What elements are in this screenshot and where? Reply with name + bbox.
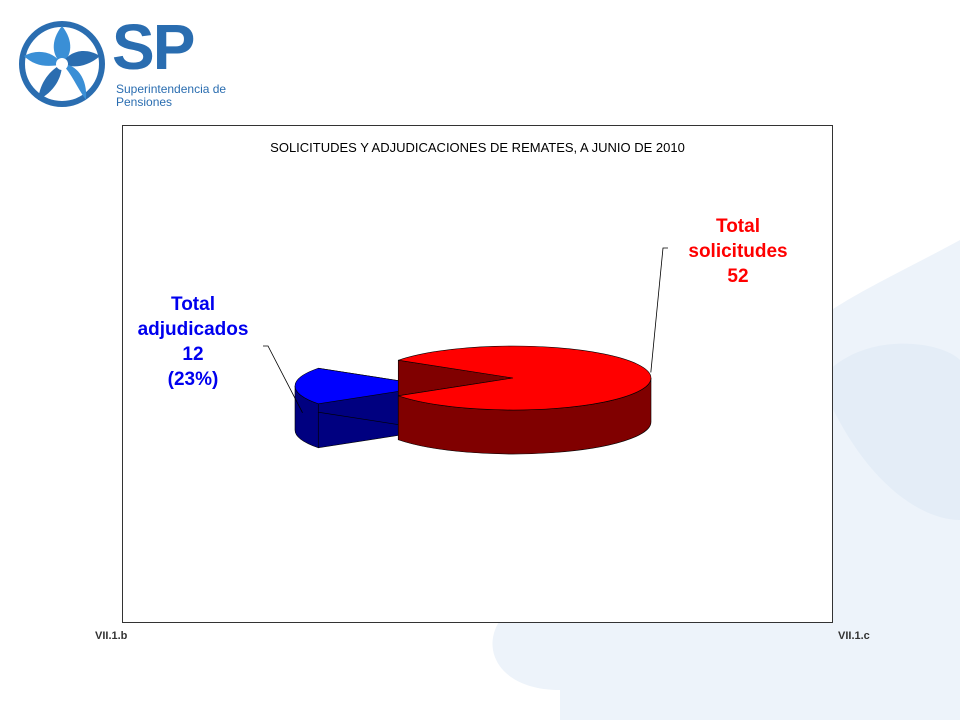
footer-code-left: VII.1.b [95,630,128,642]
chart-frame: SOLICITUDES Y ADJUDICACIONES DE REMATES,… [122,125,833,623]
chart-title: SOLICITUDES Y ADJUDICACIONES DE REMATES,… [270,140,685,155]
logo-acronym: SP [112,11,195,83]
logo-subtitle-line2: Pensiones [116,95,173,109]
slice-label-solicitudes-line: solicitudes [688,241,788,262]
slice-label-adjudicados-line: (23%) [167,369,219,390]
logo-subtitle-line1: Superintendencia de [116,82,227,96]
hands-emblem-icon [19,21,105,107]
pie-chart [263,247,668,455]
slice-label-solicitudes-line: 52 [727,266,749,287]
footer-code-right: VII.1.c [838,630,870,642]
slice-label-solicitudes-line: Total [716,216,760,237]
slice-label-adjudicados: Total adjudicados 12 (23%) [123,292,263,392]
pie-slice-adjudicados-top [294,367,434,405]
slice-label-solicitudes: Total solicitudes 52 [663,214,813,289]
pie-slice-solicitudes-top [398,345,652,411]
slice-label-adjudicados-line: Total [171,294,215,315]
slice-label-adjudicados-line: adjudicados [137,319,249,340]
sp-logo: SP Superintendencia de Pensiones [14,11,234,112]
leader-line-adjudicados [263,345,303,413]
leader-line-solicitudes [650,247,668,373]
slice-label-adjudicados-line: 12 [182,344,204,365]
